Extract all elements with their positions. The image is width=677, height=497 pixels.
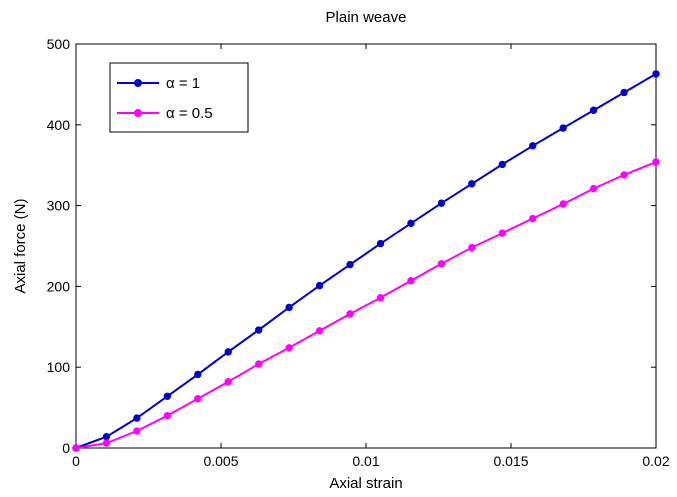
x-tick-label: 0.005 bbox=[203, 453, 238, 469]
y-tick-label: 500 bbox=[47, 36, 71, 52]
x-axis: 0 0.005 0.01 0.015 0.02 bbox=[72, 44, 670, 469]
series-1-point bbox=[376, 294, 385, 302]
y-axis-label: Axial force (N) bbox=[12, 198, 29, 293]
series-1-point bbox=[163, 411, 172, 420]
series-1-point bbox=[498, 229, 506, 237]
series-0-point bbox=[224, 348, 232, 356]
series-1-point bbox=[407, 277, 415, 285]
y-tick-label: 100 bbox=[47, 359, 71, 375]
y-tick-label: 400 bbox=[47, 117, 71, 133]
x-tick-label: 0.015 bbox=[493, 453, 528, 469]
series-0-point bbox=[315, 281, 324, 290]
series-1-point bbox=[529, 214, 537, 223]
series-1-point bbox=[194, 395, 202, 403]
series-0-point bbox=[468, 180, 476, 188]
series-0-point bbox=[589, 106, 598, 114]
series-1-point bbox=[255, 360, 263, 368]
series-0-point bbox=[133, 414, 141, 422]
legend-marker-alpha-0-5 bbox=[134, 109, 142, 117]
series-0-point bbox=[194, 370, 202, 379]
y-tick-label: 300 bbox=[47, 198, 71, 214]
x-axis-label: Axial strain bbox=[329, 475, 402, 492]
series-layer bbox=[72, 70, 660, 452]
x-tick-label: 0.02 bbox=[642, 453, 669, 469]
y-tick-label: 0 bbox=[62, 440, 70, 456]
y-axis: 0 100 200 300 400 500 bbox=[47, 36, 656, 456]
x-tick-label: 0 bbox=[72, 453, 80, 469]
series-0-point bbox=[285, 303, 293, 312]
series-0-point bbox=[102, 432, 111, 441]
series-line-1 bbox=[75, 161, 657, 449]
series-1-point bbox=[589, 184, 598, 193]
series-1-point bbox=[437, 260, 446, 268]
series-1-point bbox=[559, 200, 567, 208]
series-1-point bbox=[346, 310, 354, 318]
series-1-point bbox=[620, 171, 628, 179]
series-1-point bbox=[133, 427, 141, 435]
legend-box bbox=[109, 62, 249, 133]
series-0-point bbox=[163, 392, 172, 400]
series-0-point bbox=[255, 326, 263, 334]
series-1-point bbox=[224, 378, 232, 386]
legend-label-alpha-0-5: α = 0.5 bbox=[166, 105, 213, 122]
series-0-point bbox=[376, 239, 385, 248]
series-0-point bbox=[559, 124, 567, 132]
series-0-point bbox=[652, 70, 660, 78]
legend: α = 1 α = 0.5 bbox=[109, 62, 249, 133]
y-tick-label: 200 bbox=[47, 278, 71, 294]
series-1-point bbox=[468, 243, 476, 252]
series-0-point bbox=[346, 260, 354, 269]
series-line-0 bbox=[75, 73, 657, 449]
series-1-point bbox=[315, 327, 324, 335]
series-0-point bbox=[620, 88, 628, 97]
legend-label-alpha-1: α = 1 bbox=[166, 75, 200, 92]
series-0-point bbox=[498, 160, 506, 169]
series-1-point bbox=[285, 344, 293, 352]
chart-title: Plain weave bbox=[326, 9, 407, 26]
series-0-point bbox=[437, 199, 446, 207]
series-0-point bbox=[407, 219, 415, 228]
series-1-point bbox=[102, 439, 111, 447]
x-tick-label: 0.01 bbox=[352, 453, 379, 469]
series-1-point bbox=[652, 158, 660, 166]
series-1-point bbox=[72, 444, 80, 452]
legend-marker-alpha-1 bbox=[134, 79, 142, 87]
series-0-point bbox=[529, 142, 537, 150]
